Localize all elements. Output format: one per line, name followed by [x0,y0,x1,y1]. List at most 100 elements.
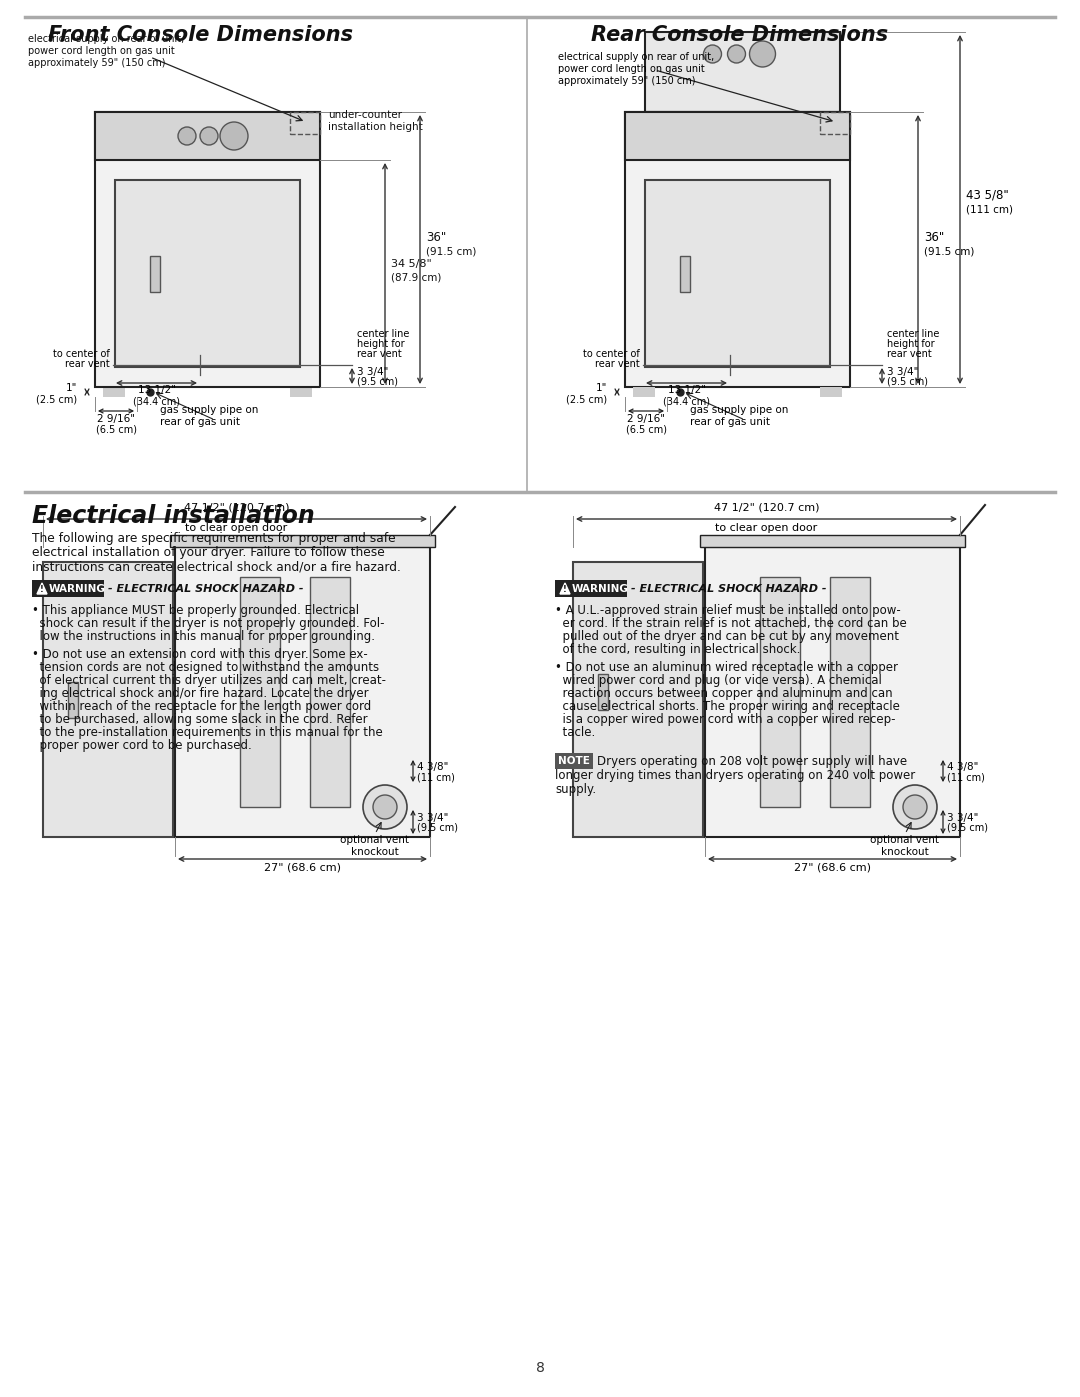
Text: rear of gas unit: rear of gas unit [690,416,770,427]
Text: 4 3/8": 4 3/8" [417,761,448,773]
Text: (34.4 cm): (34.4 cm) [663,395,710,407]
Text: !: ! [563,584,567,594]
Text: • Do not use an extension cord with this dryer. Some ex-: • Do not use an extension cord with this… [32,648,368,661]
Text: 3 3/4": 3 3/4" [947,813,978,823]
Text: installation height: installation height [328,122,422,131]
Text: 8: 8 [536,1361,544,1375]
Text: 13 1/2": 13 1/2" [137,386,175,395]
Text: knockout: knockout [351,847,399,856]
Text: power cord length on gas unit: power cord length on gas unit [558,64,705,74]
Polygon shape [561,583,570,594]
Text: 2 9/16": 2 9/16" [97,414,135,425]
Text: electrical installation of your dryer. Failure to follow these: electrical installation of your dryer. F… [32,546,384,559]
Circle shape [363,785,407,828]
Text: (6.5 cm): (6.5 cm) [95,425,136,434]
Text: instructions can create electrical shock and/or a fire hazard.: instructions can create electrical shock… [32,560,401,573]
Text: rear vent: rear vent [887,349,932,359]
Bar [820,387,842,397]
Bar [291,387,312,397]
Circle shape [903,795,927,819]
Circle shape [728,45,745,63]
Bar [68,682,78,718]
Text: (91.5 cm): (91.5 cm) [924,246,974,257]
Bar [150,256,160,292]
Text: • A U.L.-approved strain relief must be installed onto pow-: • A U.L.-approved strain relief must be … [555,604,901,617]
Text: 3 3/4": 3 3/4" [887,367,918,377]
Text: (91.5 cm): (91.5 cm) [426,246,476,257]
Text: of the cord, resulting in electrical shock.: of the cord, resulting in electrical sho… [555,643,800,657]
Text: to be purchased, allowing some slack in the cord. Refer: to be purchased, allowing some slack in … [32,712,367,726]
Text: tacle.: tacle. [555,726,595,739]
Text: 36": 36" [924,231,944,244]
Bar [32,580,104,597]
Text: (9.5 cm): (9.5 cm) [887,376,928,386]
Text: 4 3/8": 4 3/8" [947,761,978,773]
Text: shock can result if the dryer is not properly grounded. Fol-: shock can result if the dryer is not pro… [32,617,384,630]
Bar [760,577,800,807]
Text: The following are specific requirements for proper and safe: The following are specific requirements … [32,532,395,545]
Text: tension cords are not designed to withstand the amounts: tension cords are not designed to withst… [32,661,379,673]
Text: electrical supply on rear of unit,: electrical supply on rear of unit, [558,52,714,61]
Text: (9.5 cm): (9.5 cm) [947,823,988,833]
Text: 43 5/8": 43 5/8" [966,189,1009,203]
Text: - ELECTRICAL SHOCK HAZARD -: - ELECTRICAL SHOCK HAZARD - [108,584,303,594]
Bar [680,256,690,292]
Text: proper power cord to be purchased.: proper power cord to be purchased. [32,739,252,752]
Text: - ELECTRICAL SHOCK HAZARD -: - ELECTRICAL SHOCK HAZARD - [631,584,826,594]
Text: 34 5/8": 34 5/8" [391,258,432,268]
Bar [700,535,966,548]
Text: (6.5 cm): (6.5 cm) [625,425,666,434]
Text: height for: height for [357,339,405,349]
Text: 47 1/2" (120.7 cm): 47 1/2" (120.7 cm) [184,503,289,513]
Text: WARNING: WARNING [49,584,106,594]
Text: rear of gas unit: rear of gas unit [160,416,240,427]
Circle shape [200,127,218,145]
Text: (11 cm): (11 cm) [417,773,455,782]
Bar [240,577,280,807]
Bar [103,387,125,397]
Text: gas supply pipe on: gas supply pipe on [160,405,258,415]
Bar [831,577,870,807]
Text: 3 3/4": 3 3/4" [357,367,389,377]
Bar [95,112,320,387]
Text: (11 cm): (11 cm) [947,773,985,782]
Text: to center of: to center of [53,349,110,359]
Text: • Do not use an aluminum wired receptacle with a copper: • Do not use an aluminum wired receptacl… [555,661,897,673]
Text: (9.5 cm): (9.5 cm) [417,823,458,833]
Text: rear vent: rear vent [65,359,110,369]
Text: • This appliance MUST be properly grounded. Electrical: • This appliance MUST be properly ground… [32,604,360,617]
Text: is a copper wired power cord with a copper wired recep-: is a copper wired power cord with a copp… [555,712,895,726]
Text: ing electrical shock and/or fire hazard. Locate the dryer: ing electrical shock and/or fire hazard.… [32,687,368,700]
Text: reaction occurs between copper and aluminum and can: reaction occurs between copper and alumi… [555,687,893,700]
Bar [573,562,703,837]
Text: approximately 59" (150 cm): approximately 59" (150 cm) [28,59,165,68]
Text: under-counter: under-counter [328,110,402,120]
Bar [625,112,850,387]
Text: !: ! [40,584,44,594]
Text: (9.5 cm): (9.5 cm) [357,376,399,386]
Circle shape [373,795,397,819]
Circle shape [220,122,248,149]
Text: (111 cm): (111 cm) [966,204,1013,215]
Text: electrical supply on rear of unit,: electrical supply on rear of unit, [28,34,185,43]
Text: WARNING: WARNING [572,584,629,594]
Circle shape [178,127,195,145]
Bar [310,577,350,807]
Text: center line: center line [357,330,409,339]
Bar [633,387,654,397]
Text: gas supply pipe on: gas supply pipe on [690,405,788,415]
Text: to clear open door: to clear open door [186,522,287,534]
Bar [114,180,300,367]
Text: (87.9 cm): (87.9 cm) [391,272,442,282]
Text: supply.: supply. [555,782,596,796]
Text: approximately 59" (150 cm): approximately 59" (150 cm) [558,75,696,87]
Text: Electrical installation: Electrical installation [32,504,314,528]
Text: Rear Console Dimensions: Rear Console Dimensions [592,25,889,45]
Text: optional vent: optional vent [870,835,940,845]
Bar [705,548,960,837]
Text: wired power cord and plug (or vice versa). A chemical: wired power cord and plug (or vice versa… [555,673,882,687]
Text: rear vent: rear vent [357,349,402,359]
Text: within reach of the receptacle for the length power cord: within reach of the receptacle for the l… [32,700,372,712]
Text: 27" (68.6 cm): 27" (68.6 cm) [264,863,341,873]
Text: er cord. If the strain relief is not attached, the cord can be: er cord. If the strain relief is not att… [555,617,907,630]
